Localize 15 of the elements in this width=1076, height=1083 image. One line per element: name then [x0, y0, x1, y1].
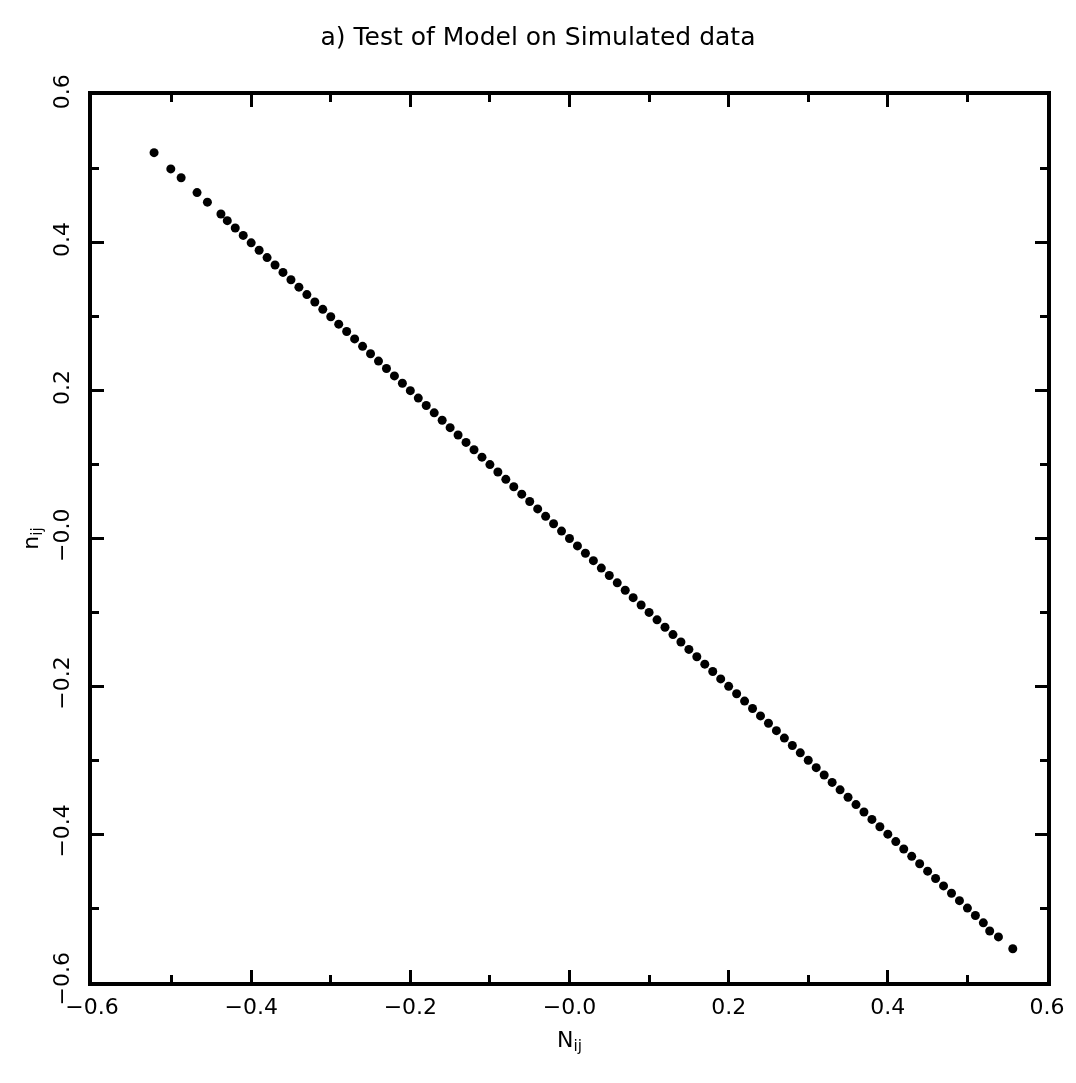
- y-tick-label: 0.2: [49, 369, 75, 405]
- y-tick-label: 0.6: [49, 74, 75, 110]
- y-tick-label: 0.4: [49, 222, 75, 258]
- y-tick-label: −0.2: [49, 656, 75, 710]
- x-tick-label: 0.2: [711, 994, 747, 1020]
- y-tick-label: −0.4: [49, 804, 75, 858]
- x-tick-label: 0.6: [1029, 994, 1065, 1020]
- x-tick-label: −0.0: [542, 994, 597, 1020]
- x-axis-title: N$_{ij}$: [556, 1026, 583, 1056]
- x-tick-label: −0.2: [383, 994, 438, 1020]
- x-tick-label: 0.4: [870, 994, 906, 1020]
- y-tick-label: −0.0: [49, 508, 75, 562]
- x-tick-label: −0.4: [224, 994, 278, 1020]
- x-tick-label: −0.6: [65, 994, 119, 1020]
- chart-title: a) Test of Model on Simulated data: [320, 21, 756, 51]
